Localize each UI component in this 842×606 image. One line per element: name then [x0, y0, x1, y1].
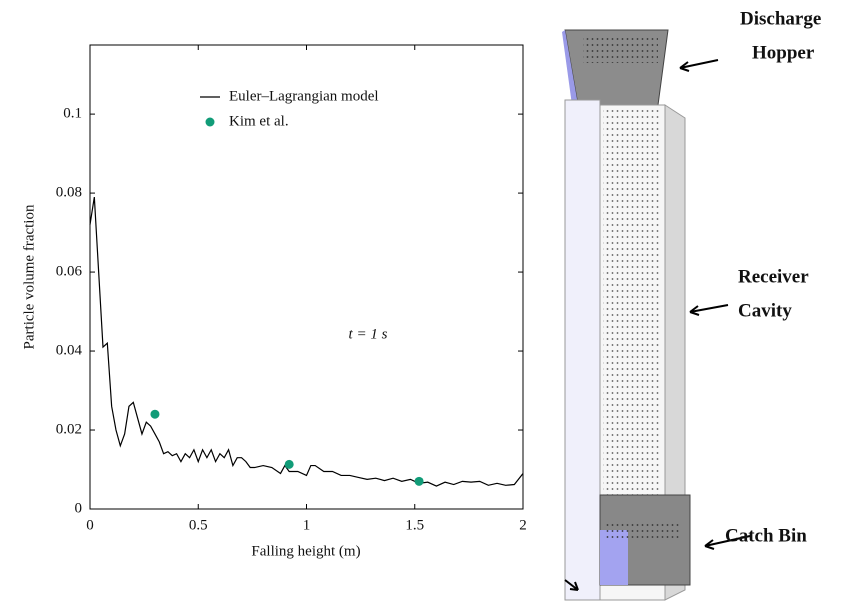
x-axis-label: Falling height (m) — [251, 543, 360, 559]
arrow — [680, 60, 718, 71]
legend-label: Euler–Lagrangian model — [229, 88, 379, 104]
page: Falling height (m) Particle volume fract… — [0, 0, 842, 606]
data-point — [285, 460, 294, 469]
cavity-front — [565, 100, 600, 600]
label: Discharge — [740, 8, 821, 29]
catch-bin-side — [600, 530, 628, 585]
y-axis-label: Particle volume fraction — [21, 204, 37, 349]
hopper-particles — [583, 38, 658, 63]
label: Catch Bin — [725, 525, 807, 546]
legend-label: Kim et al. — [229, 113, 289, 129]
y-tick-label: 0.02 — [56, 421, 82, 437]
y-tick-label: 0.08 — [56, 185, 82, 201]
y-tick-label: 0 — [75, 500, 83, 516]
y-tick-label: 0.1 — [63, 106, 82, 122]
label: Receiver — [738, 266, 809, 287]
annotation: t = 1 s — [349, 326, 388, 342]
legend-marker — [206, 118, 215, 127]
x-tick-label: 0.5 — [189, 517, 208, 533]
label: Hopper — [752, 42, 815, 63]
x-tick-label: 1.5 — [405, 517, 424, 533]
arrow — [690, 305, 728, 315]
data-point — [150, 410, 159, 419]
x-tick-label: 0 — [86, 517, 94, 533]
data-point — [415, 477, 424, 486]
plot-frame — [90, 45, 523, 509]
x-tick-label: 1 — [303, 517, 311, 533]
figure: Falling height (m) Particle volume fract… — [0, 0, 842, 601]
y-tick-label: 0.06 — [56, 264, 83, 280]
receiver-diagram: Discharge Hopper Receiver Cavity Catch B… — [562, 8, 821, 600]
label: Cavity — [738, 300, 792, 321]
curtain-particles — [603, 110, 659, 500]
y-tick-label: 0.04 — [56, 342, 83, 358]
data-line — [90, 197, 523, 486]
x-tick-label: 2 — [519, 517, 527, 533]
bin-particles — [605, 520, 680, 538]
